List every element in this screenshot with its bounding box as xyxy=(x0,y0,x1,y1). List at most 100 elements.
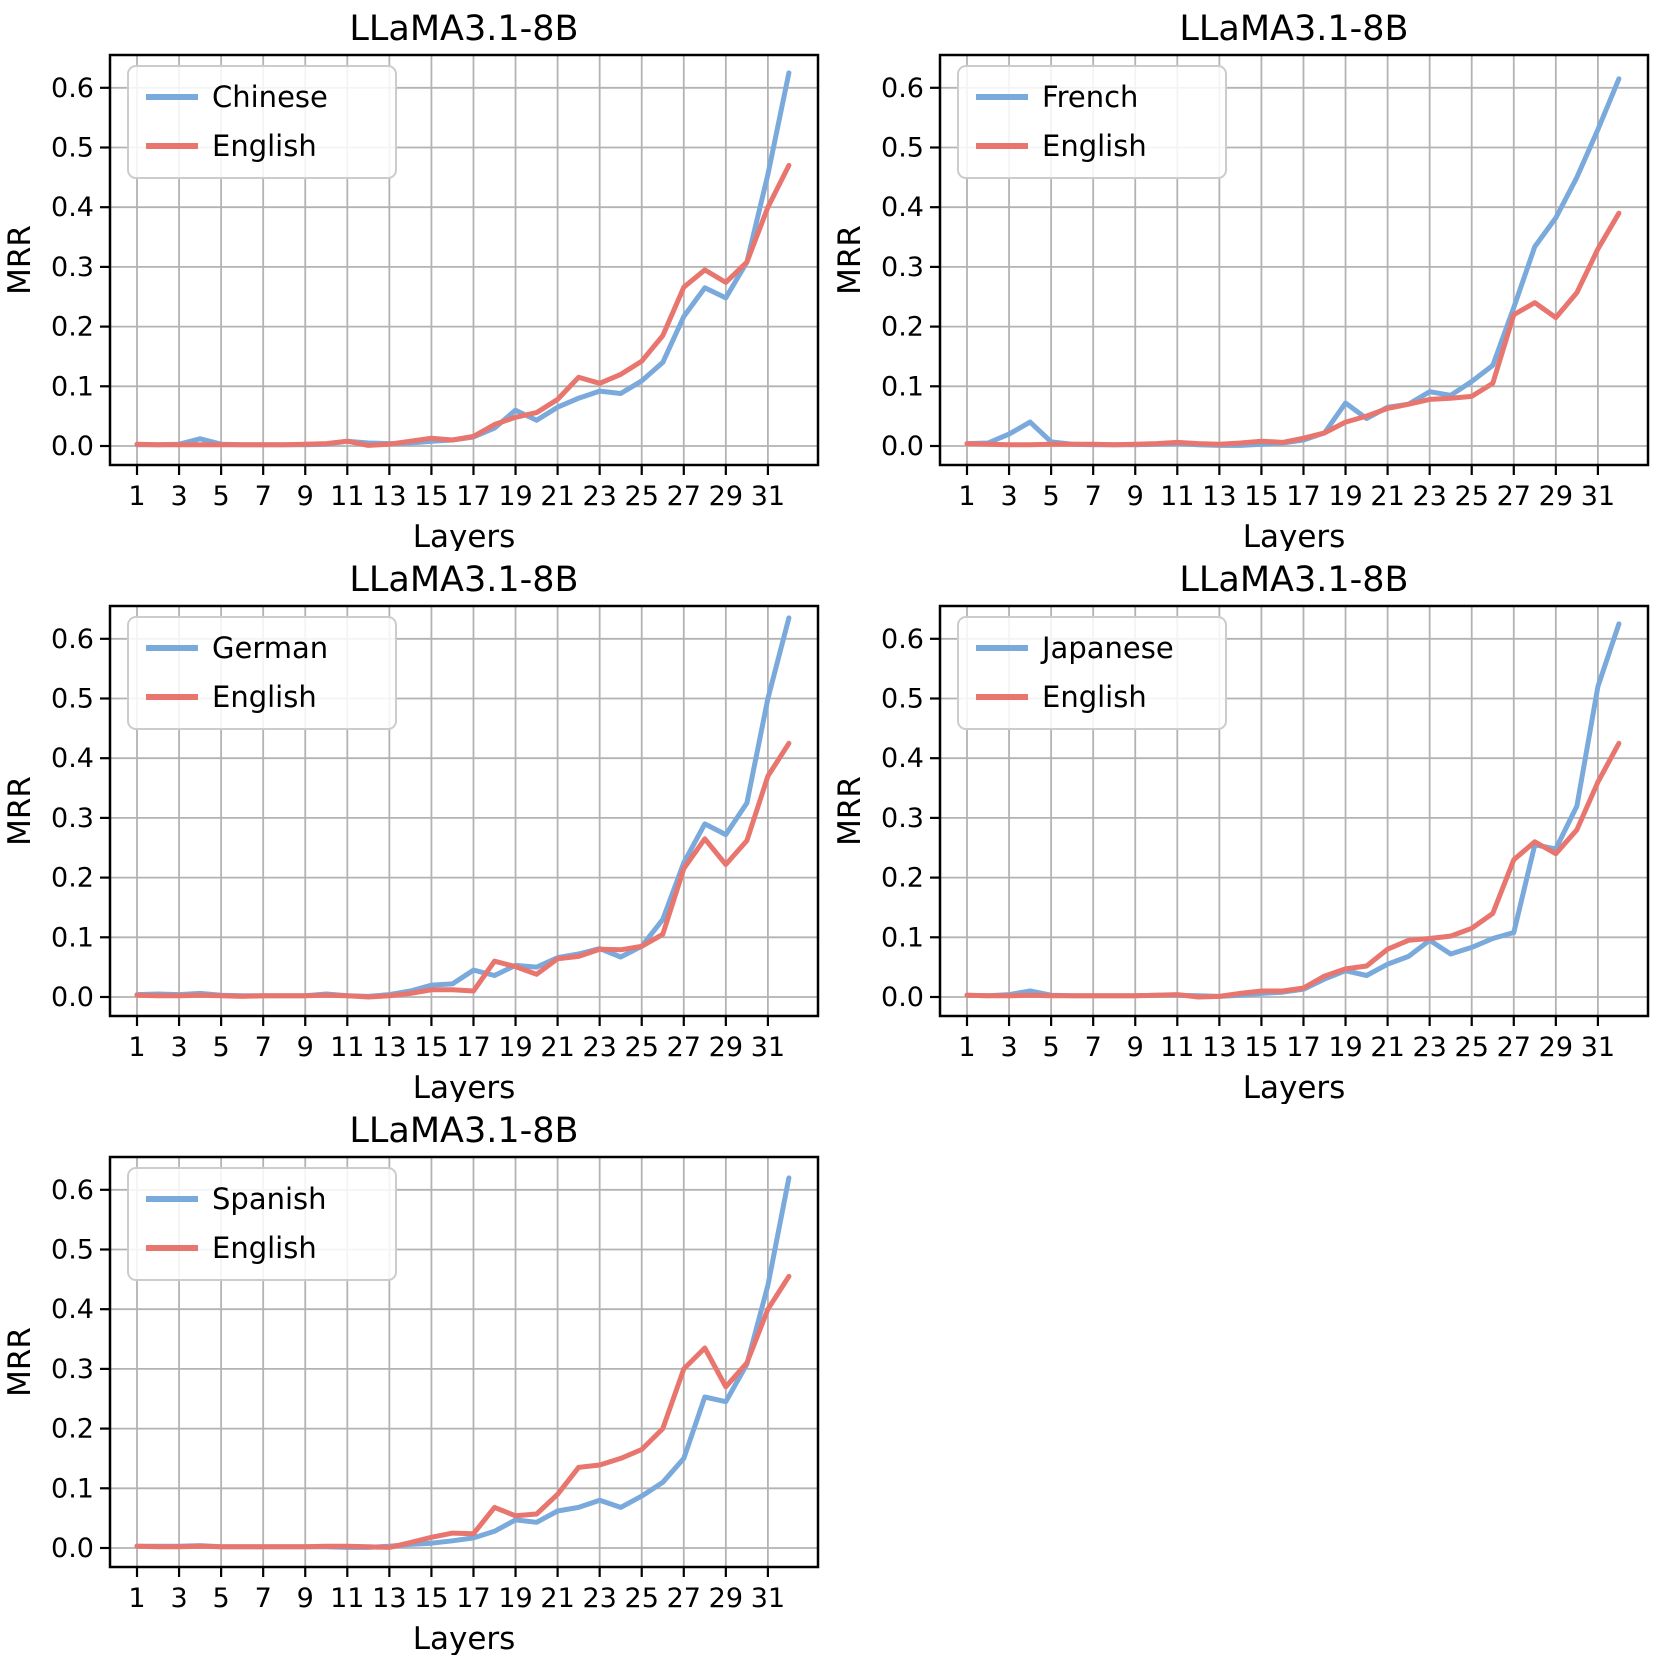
svg-text:13: 13 xyxy=(372,481,406,512)
svg-text:0.4: 0.4 xyxy=(51,743,94,774)
svg-text:17: 17 xyxy=(456,481,490,512)
x-tick-labels: 1 3 5 7 9 11 13 15 17 19 21 23 25 27 29 31 xyxy=(128,1583,785,1614)
y-tick-labels: 0.0 0.1 0.2 0.3 0.4 0.5 0.6 xyxy=(51,1175,94,1564)
svg-text:27: 27 xyxy=(667,481,701,512)
y-axis-label: MRR xyxy=(2,776,38,846)
svg-text:7: 7 xyxy=(255,1583,272,1614)
y-axis-label: MRR xyxy=(832,225,868,295)
y-tick-labels: 0.0 0.1 0.2 0.3 0.4 0.5 0.6 xyxy=(881,624,924,1013)
panel-background xyxy=(0,1102,831,1655)
svg-text:0.1: 0.1 xyxy=(51,1473,94,1504)
svg-text:19: 19 xyxy=(498,1032,532,1063)
svg-text:0.4: 0.4 xyxy=(881,192,924,223)
svg-text:3: 3 xyxy=(170,481,187,512)
svg-text:0.4: 0.4 xyxy=(881,743,924,774)
svg-text:0.3: 0.3 xyxy=(51,252,94,283)
svg-text:0.4: 0.4 xyxy=(51,1294,94,1325)
tick-marks xyxy=(100,637,770,1026)
svg-text:11: 11 xyxy=(330,1032,364,1063)
svg-text:0.6: 0.6 xyxy=(51,624,94,655)
x-tick-labels: 1 3 5 7 9 11 13 15 17 19 21 23 25 27 29 31 xyxy=(958,481,1615,512)
svg-text:17: 17 xyxy=(456,1032,490,1063)
svg-text:5: 5 xyxy=(213,481,230,512)
svg-text:0.6: 0.6 xyxy=(51,1175,94,1206)
svg-text:11: 11 xyxy=(330,481,364,512)
grid-lines xyxy=(940,55,1648,465)
svg-text:27: 27 xyxy=(1497,1032,1531,1063)
legend: German English xyxy=(127,616,397,730)
svg-text:9: 9 xyxy=(1127,1032,1144,1063)
x-axis-label: Layers xyxy=(413,519,516,553)
svg-text:7: 7 xyxy=(255,1032,272,1063)
svg-text:0.2: 0.2 xyxy=(51,863,94,894)
svg-text:11: 11 xyxy=(1160,481,1194,512)
y-tick-labels: 0.0 0.1 0.2 0.3 0.4 0.5 0.6 xyxy=(881,73,924,462)
svg-text:23: 23 xyxy=(582,481,616,512)
grid-lines xyxy=(110,606,818,1016)
svg-text:21: 21 xyxy=(1370,1032,1404,1063)
legend-label-spanish: Spanish xyxy=(212,1182,327,1216)
svg-text:5: 5 xyxy=(213,1583,230,1614)
svg-text:0.5: 0.5 xyxy=(51,684,94,715)
legend: French English xyxy=(957,65,1227,179)
svg-text:0.2: 0.2 xyxy=(51,1414,94,1445)
svg-text:15: 15 xyxy=(1244,481,1278,512)
svg-text:7: 7 xyxy=(255,481,272,512)
svg-text:29: 29 xyxy=(709,1032,743,1063)
svg-text:23: 23 xyxy=(1412,1032,1446,1063)
svg-text:0.2: 0.2 xyxy=(881,863,924,894)
svg-text:0.3: 0.3 xyxy=(881,803,924,834)
svg-text:0.1: 0.1 xyxy=(51,371,94,402)
legend-label-chinese: Chinese xyxy=(212,80,328,114)
svg-text:0.3: 0.3 xyxy=(51,1354,94,1385)
svg-text:15: 15 xyxy=(414,1032,448,1063)
svg-text:23: 23 xyxy=(582,1583,616,1614)
svg-text:9: 9 xyxy=(297,1032,314,1063)
chart-panel-chinese: 1 3 5 7 9 11 13 15 17 19 21 23 25 27 29 31 0.0 0.1 0.2 0.3 0… xyxy=(0,0,831,553)
svg-text:0.0: 0.0 xyxy=(881,431,924,462)
svg-text:1: 1 xyxy=(958,481,975,512)
svg-text:25: 25 xyxy=(1455,1032,1489,1063)
x-axis-label: Layers xyxy=(413,1621,516,1655)
x-tick-labels: 1 3 5 7 9 11 13 15 17 19 21 23 25 27 29 31 xyxy=(958,1032,1615,1063)
series-line-english xyxy=(134,162,792,448)
svg-text:17: 17 xyxy=(1286,1032,1320,1063)
x-axis-label: Layers xyxy=(1243,519,1346,553)
svg-text:29: 29 xyxy=(709,481,743,512)
svg-text:0.5: 0.5 xyxy=(881,133,924,164)
panel-background xyxy=(0,551,831,1104)
svg-text:7: 7 xyxy=(1085,481,1102,512)
svg-text:25: 25 xyxy=(625,481,659,512)
svg-text:0.0: 0.0 xyxy=(51,1533,94,1564)
svg-text:17: 17 xyxy=(456,1583,490,1614)
svg-text:1: 1 xyxy=(128,1032,145,1063)
tick-marks xyxy=(930,637,1600,1026)
svg-text:23: 23 xyxy=(1412,481,1446,512)
svg-text:0.5: 0.5 xyxy=(881,684,924,715)
series-line-english xyxy=(134,740,792,1000)
legend-label-english: English xyxy=(212,129,317,163)
legend-label-japanese: Japanese xyxy=(1040,631,1174,665)
svg-text:13: 13 xyxy=(372,1032,406,1063)
axes-spines xyxy=(938,53,1650,467)
svg-text:0.5: 0.5 xyxy=(51,1235,94,1266)
panel-title: LLaMA3.1-8B xyxy=(349,560,578,600)
y-tick-labels: 0.0 0.1 0.2 0.3 0.4 0.5 0.6 xyxy=(51,73,94,462)
y-axis-label: MRR xyxy=(2,225,38,295)
svg-text:0.6: 0.6 xyxy=(881,624,924,655)
svg-text:11: 11 xyxy=(1160,1032,1194,1063)
svg-text:13: 13 xyxy=(1202,1032,1236,1063)
svg-text:21: 21 xyxy=(540,1032,574,1063)
legend: Chinese English xyxy=(127,65,397,179)
svg-text:0.6: 0.6 xyxy=(51,73,94,104)
svg-text:0.3: 0.3 xyxy=(881,252,924,283)
svg-text:5: 5 xyxy=(213,1032,230,1063)
axes-spines xyxy=(108,604,820,1018)
svg-text:23: 23 xyxy=(582,1032,616,1063)
chart-panel-japanese: 1 3 5 7 9 11 13 15 17 19 21 23 25 27 29 31 0.0 0.1 0.2 0.3 0… xyxy=(830,551,1661,1104)
svg-text:3: 3 xyxy=(170,1583,187,1614)
svg-text:15: 15 xyxy=(414,481,448,512)
panel-title: LLaMA3.1-8B xyxy=(349,9,578,49)
svg-text:0.6: 0.6 xyxy=(881,73,924,104)
svg-text:27: 27 xyxy=(667,1583,701,1614)
